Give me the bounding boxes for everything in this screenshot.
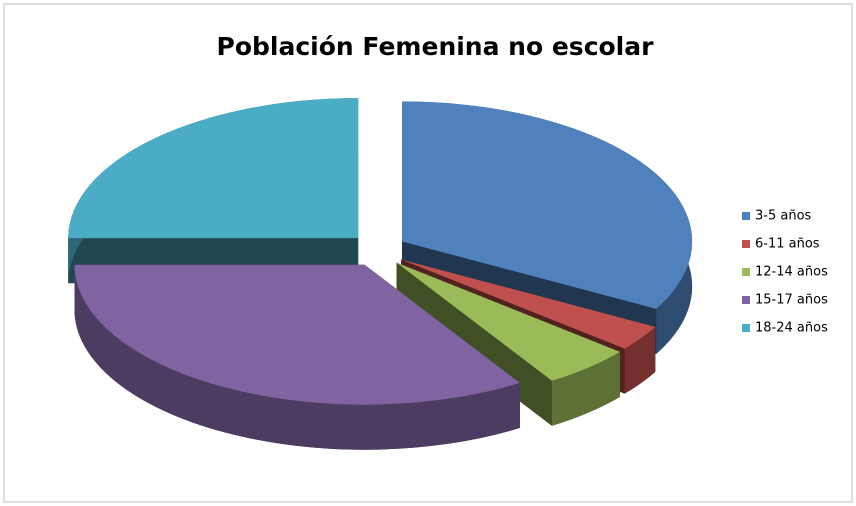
legend-label: 15-17 años (755, 293, 828, 308)
legend-label: 3-5 años (755, 209, 812, 224)
slice-top (396, 262, 620, 381)
slice-side (624, 326, 656, 394)
slice (74, 264, 520, 450)
slice-side (551, 351, 620, 426)
slice-side (74, 264, 520, 450)
legend-swatch (742, 268, 750, 276)
slice-top (68, 98, 359, 239)
pie (68, 98, 693, 450)
slice (68, 98, 359, 284)
legend-swatch (742, 324, 750, 332)
legend-swatch (742, 212, 750, 220)
legend-label: 12-14 años (755, 265, 828, 280)
legend-label: 6-11 años (755, 237, 820, 252)
slice-top (401, 259, 656, 349)
legend-label: 18-24 años (755, 321, 828, 336)
slice-top (402, 101, 693, 309)
legend-swatch (742, 296, 750, 304)
slice-top (74, 264, 520, 405)
chart-title: Población Femenina no escolar (217, 32, 655, 61)
legend: 3-5 años 6-11 años 12-14 años 15-17 años 18-… (742, 209, 828, 336)
legend-swatch (742, 240, 750, 248)
